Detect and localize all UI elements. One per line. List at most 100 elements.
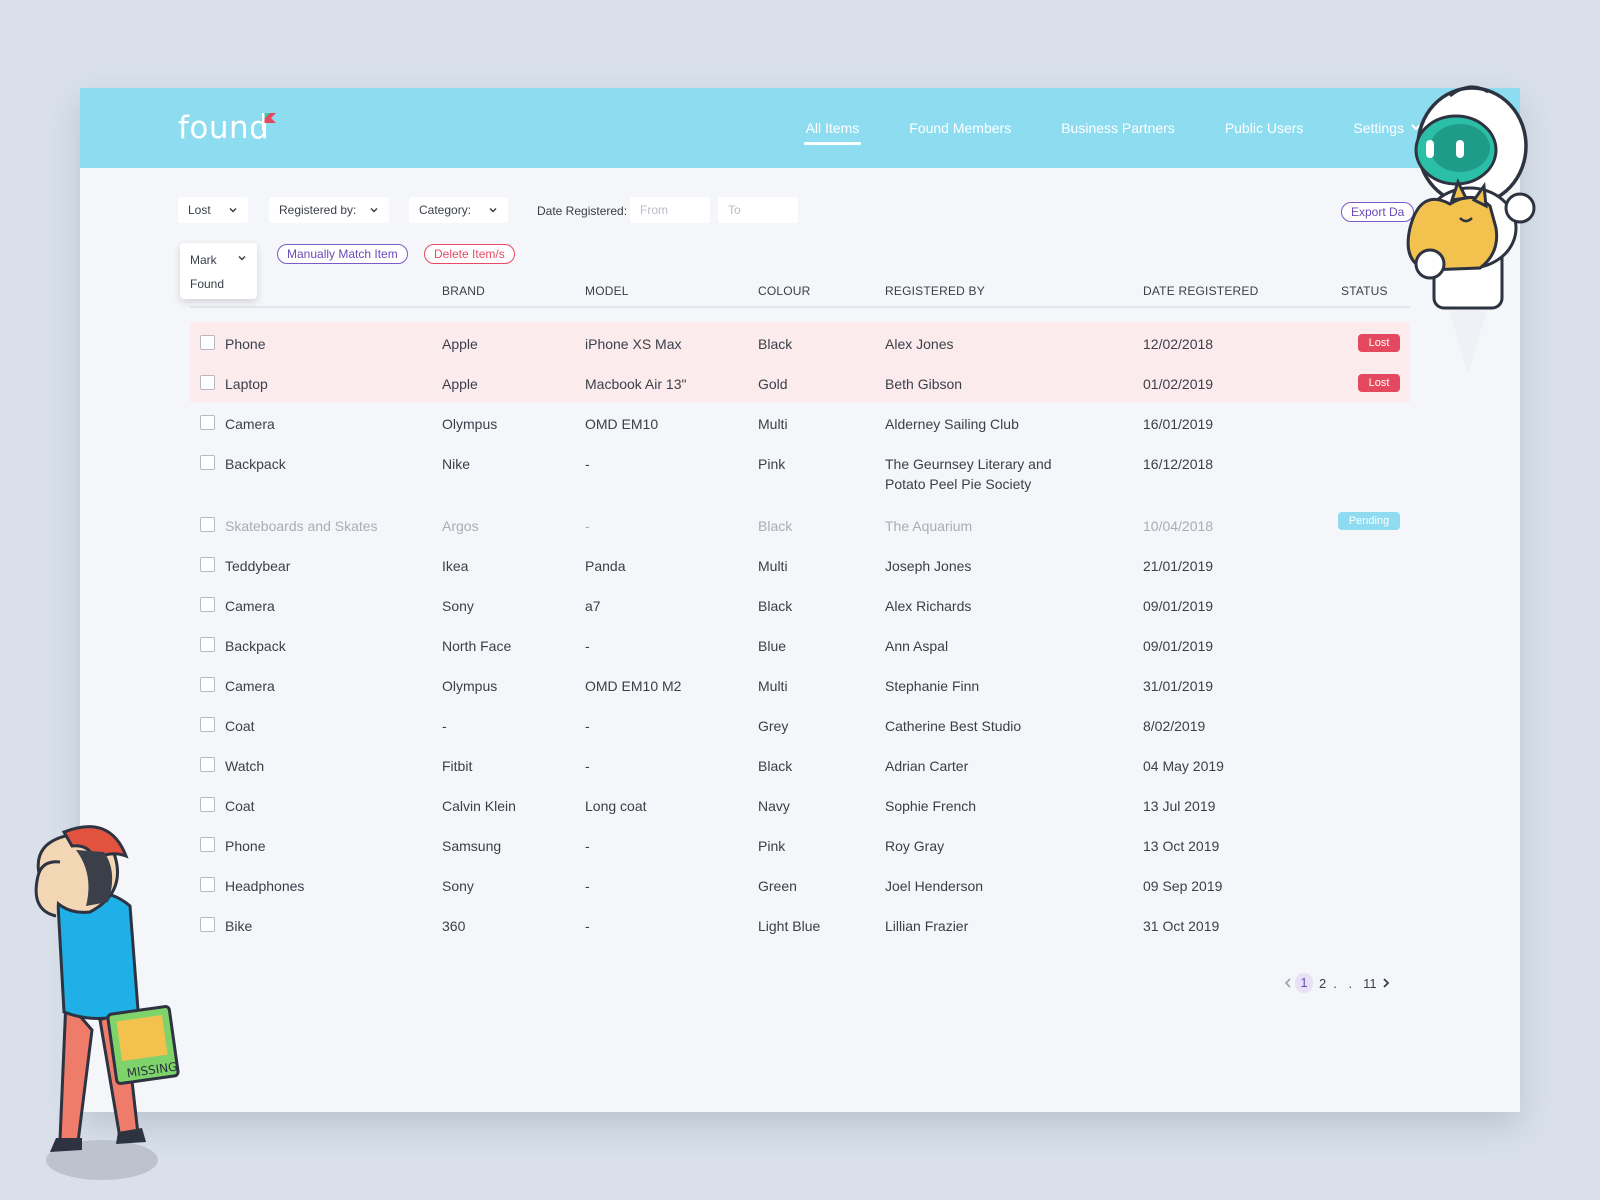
table-row[interactable]: Camera Olympus OMD EM10 Multi Alderney Saili… <box>190 402 1410 442</box>
registered-by-filter-select[interactable]: Registered by: <box>269 197 389 223</box>
row-checkbox[interactable] <box>200 415 215 430</box>
nav-item-label: Public Users <box>1224 120 1304 136</box>
column-header-brand[interactable]: BRAND <box>442 284 486 298</box>
row-checkbox[interactable] <box>200 797 215 812</box>
row-checkbox[interactable] <box>200 717 215 732</box>
row-checkbox[interactable] <box>200 517 215 532</box>
table-row[interactable]: Skateboards and Skates Argos - Black The Aqu… <box>190 504 1410 544</box>
mark-option-found[interactable]: Found <box>190 277 225 291</box>
cell-date: 8/02/2019 <box>1143 718 1206 734</box>
flag-icon <box>262 113 276 131</box>
chevron-down-icon <box>370 207 378 213</box>
row-checkbox[interactable] <box>200 917 215 932</box>
cell-item: Backpack <box>225 638 286 654</box>
cell-brand: Ikea <box>442 558 469 574</box>
page-11-button[interactable]: 11 <box>1363 975 1377 991</box>
row-checkbox[interactable] <box>200 677 215 692</box>
row-checkbox[interactable] <box>200 335 215 350</box>
row-checkbox[interactable] <box>200 837 215 852</box>
category-filter-label: Category: <box>419 203 472 217</box>
column-header-date-registered[interactable]: DATE REGISTERED <box>1143 284 1259 298</box>
table-row[interactable]: Laptop Apple Macbook Air 13" Gold Beth Gibso… <box>190 362 1410 402</box>
nav-item-business-partners[interactable]: Business Partners <box>1061 88 1175 168</box>
cell-colour: Black <box>758 518 793 534</box>
cell-date: 09/01/2019 <box>1143 638 1214 654</box>
page-1-button[interactable]: 1 <box>1295 973 1313 993</box>
chevron-left-icon[interactable] <box>1283 977 1293 989</box>
registered-by-filter-label: Registered by: <box>279 203 357 217</box>
cell-brand: Olympus <box>442 416 498 432</box>
row-checkbox[interactable] <box>200 877 215 892</box>
nav-item-all-items[interactable]: All Items <box>803 88 861 168</box>
table-row[interactable]: Coat Calvin Klein Long coat Navy Sophie Fren… <box>190 784 1410 824</box>
row-checkbox[interactable] <box>200 637 215 652</box>
pagination-ellipsis: . . <box>1333 975 1357 991</box>
column-header-status[interactable]: STATUS <box>1341 284 1388 298</box>
cell-brand: Samsung <box>442 838 502 854</box>
table-row[interactable]: Headphones Sony - Green Joel Henderson 09 Sep… <box>190 864 1410 904</box>
table-row[interactable]: Phone Samsung - Pink Roy Gray 13 Oct 2019 <box>190 824 1410 864</box>
export-data-button[interactable]: Export Da <box>1341 202 1415 222</box>
cell-item: Camera <box>225 598 275 614</box>
cell-model: Panda <box>585 558 626 574</box>
manually-match-item-button[interactable]: Manually Match Item <box>277 244 408 264</box>
chevron-down-icon <box>238 255 246 261</box>
category-filter-select[interactable]: Category: <box>409 197 508 223</box>
table-row[interactable]: Watch Fitbit - Black Adrian Carter 04 May 201… <box>190 744 1410 784</box>
cell-item: Skateboards and Skates <box>225 518 378 534</box>
cell-brand: Apple <box>442 336 478 352</box>
cell-date: 04 May 2019 <box>1143 758 1224 774</box>
cell-item: Camera <box>225 678 275 694</box>
status-filter-select[interactable]: Lost <box>178 197 248 223</box>
cell-item: Phone <box>225 838 266 854</box>
cell-date: 09/01/2019 <box>1143 598 1214 614</box>
table-row[interactable]: Teddybear Ikea Panda Multi Joseph Jones 21/01… <box>190 544 1410 584</box>
column-header-model[interactable]: MODEL <box>585 284 629 298</box>
chevron-down-icon <box>489 207 497 213</box>
nav-item-public-users[interactable]: Public Users <box>1225 88 1304 168</box>
table-row[interactable]: Phone Apple iPhone XS Max Black Alex Jones 12… <box>190 322 1410 362</box>
cell-model: - <box>585 878 590 894</box>
row-checkbox[interactable] <box>200 375 215 390</box>
cell-colour: Grey <box>758 718 789 734</box>
cell-item: Watch <box>225 758 265 774</box>
date-registered-label: Date Registered: <box>537 204 628 218</box>
delete-items-button[interactable]: Delete Item/s <box>424 244 515 264</box>
mark-dropdown[interactable]: Mark Found <box>180 243 257 299</box>
cell-registered-by: Alex Richards <box>885 598 972 614</box>
chevron-right-icon[interactable] <box>1381 977 1391 989</box>
cell-model: - <box>585 758 590 774</box>
main-nav: All Items Found Members Business Partners P… <box>756 88 1422 168</box>
table-row[interactable]: Backpack Nike - Pink The Geurnsey Literary a… <box>190 442 1410 504</box>
cell-date: 16/01/2019 <box>1143 416 1214 432</box>
row-checkbox[interactable] <box>200 757 215 772</box>
cell-item: Headphones <box>225 878 305 894</box>
row-checkbox[interactable] <box>200 597 215 612</box>
cell-brand: Olympus <box>442 678 498 694</box>
status-badge: Lost <box>1358 334 1400 352</box>
date-from-input[interactable]: From <box>630 197 710 223</box>
cell-model: OMD EM10 M2 <box>585 678 682 694</box>
cell-brand: Apple <box>442 376 478 392</box>
column-header-registered-by[interactable]: REGISTERED BY <box>885 284 985 298</box>
nav-item-found-members[interactable]: Found Members <box>909 88 1011 168</box>
cell-model: OMD EM10 <box>585 416 659 432</box>
table-row[interactable]: Camera Olympus OMD EM10 M2 Multi Stephanie F… <box>190 664 1410 704</box>
table-row[interactable]: Coat - - Grey Catherine Best Studio 8/02/2019 <box>190 704 1410 744</box>
page-2-button[interactable]: 2 <box>1319 975 1327 991</box>
row-checkbox[interactable] <box>200 557 215 572</box>
status-badge: Pending <box>1338 512 1400 530</box>
row-checkbox[interactable] <box>200 455 215 470</box>
table-row[interactable]: Backpack North Face - Blue Ann Aspal 09/01/20… <box>190 624 1410 664</box>
cell-registered-by: Lillian Frazier <box>885 918 969 934</box>
cell-registered-by: Catherine Best Studio <box>885 718 1022 734</box>
nav-item-settings[interactable]: Settings <box>1353 88 1422 168</box>
table-row[interactable]: Bike 360 - Light Blue Lillian Frazier 31 Oct … <box>190 904 1410 944</box>
cell-date: 21/01/2019 <box>1143 558 1214 574</box>
column-header-colour[interactable]: COLOUR <box>758 284 811 298</box>
found-logo[interactable]: found <box>178 110 276 150</box>
table-row[interactable]: Camera Sony a7 Black Alex Richards 09/01/2019 <box>190 584 1410 624</box>
date-to-input[interactable]: To <box>718 197 798 223</box>
cell-date: 12/02/2018 <box>1143 336 1214 352</box>
pagination: 1 2 . . 11 <box>1283 972 1391 994</box>
